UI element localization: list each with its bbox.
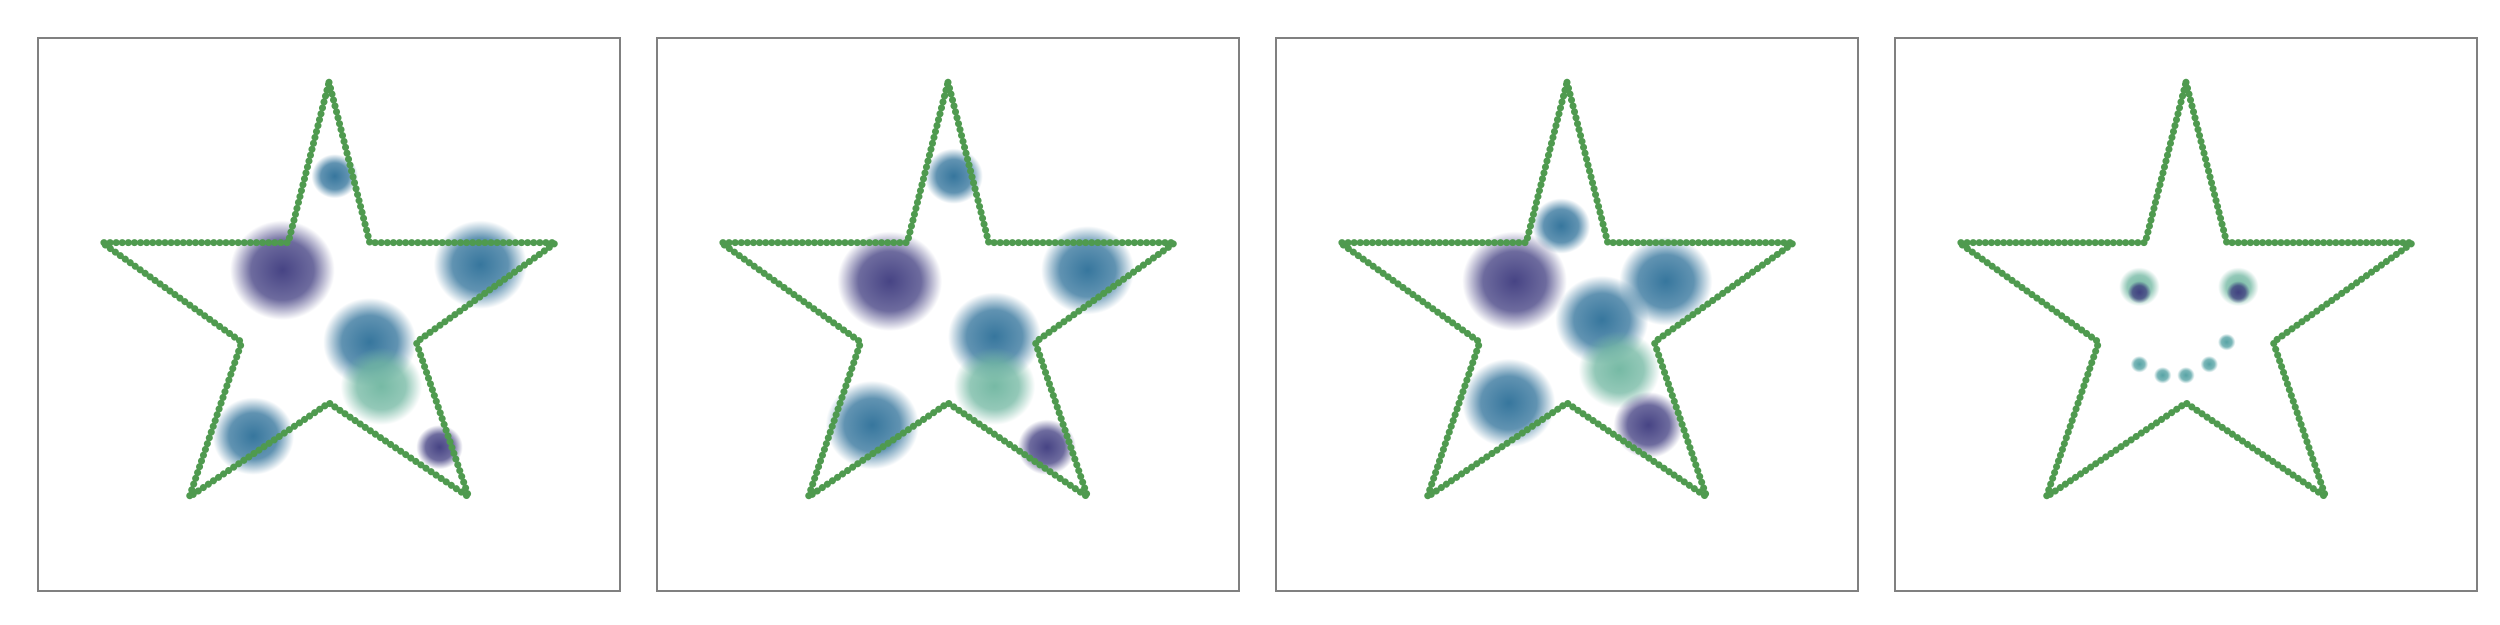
point-cluster	[837, 231, 943, 332]
point-cluster	[825, 380, 919, 470]
point-cluster	[2127, 281, 2152, 304]
point-cluster	[1613, 391, 1684, 459]
point-cluster	[1462, 231, 1567, 332]
point-cluster	[2153, 367, 2172, 384]
point-cluster	[340, 347, 423, 426]
point-cluster	[2226, 281, 2251, 304]
star-outline	[717, 78, 1179, 501]
point-cluster	[2200, 355, 2219, 373]
panel-frame	[37, 37, 621, 592]
star-outline	[1336, 78, 1798, 501]
panel-frame	[1894, 37, 2478, 592]
point-cluster	[1532, 198, 1591, 254]
star-outline	[98, 78, 560, 501]
point-cluster	[212, 397, 295, 475]
point-cluster	[2218, 333, 2236, 351]
panel-frame	[656, 37, 1240, 592]
point-cluster	[2130, 355, 2149, 373]
point-cluster	[230, 220, 335, 321]
point-cluster	[1462, 358, 1556, 448]
star-outline	[1955, 78, 2417, 501]
point-cluster	[311, 154, 359, 199]
point-cluster	[2177, 367, 2195, 384]
point-cluster	[1578, 331, 1661, 409]
point-cluster	[953, 347, 1036, 426]
